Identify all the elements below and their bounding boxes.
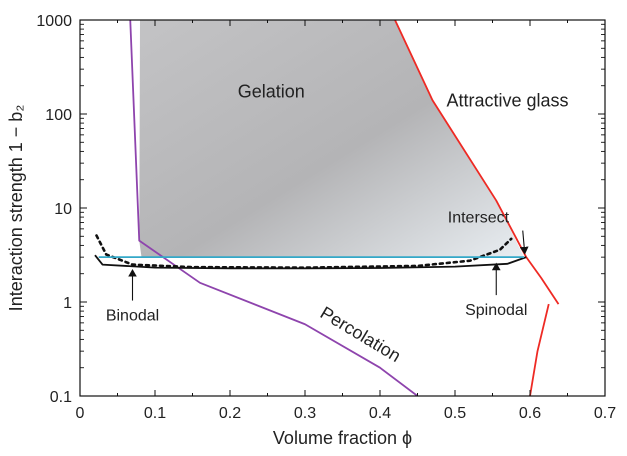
x-axis-title: Volume fraction ϕ bbox=[273, 428, 412, 448]
binodal-label: Binodal bbox=[106, 308, 159, 325]
region-label-attractive-glass: Attractive glass bbox=[446, 91, 568, 111]
region-label-gelation: Gelation bbox=[238, 81, 305, 101]
x-tick-label: 0.7 bbox=[594, 405, 616, 422]
y-tick-label: 1 bbox=[63, 295, 72, 312]
x-tick-label: 0.6 bbox=[519, 405, 541, 422]
spinodal-label: Spinodal bbox=[465, 302, 527, 319]
binodal-line bbox=[94, 254, 527, 270]
y-tick-label: 100 bbox=[45, 107, 72, 124]
gelation-region bbox=[139, 20, 524, 258]
x-tick-label: 0.4 bbox=[369, 405, 391, 422]
percolation-line bbox=[129, 20, 419, 396]
intersect-arrow bbox=[519, 230, 529, 255]
y-tick-label: 0.1 bbox=[50, 389, 72, 406]
x-tick-label: 0.3 bbox=[294, 405, 316, 422]
y-tick-label: 1000 bbox=[36, 13, 72, 30]
x-tick-label: 0.5 bbox=[444, 405, 466, 422]
x-tick-label: 0.2 bbox=[219, 405, 241, 422]
x-tick-label: 0 bbox=[76, 405, 85, 422]
intersect-label: Intersect bbox=[448, 210, 510, 227]
y-axis-title: Interaction strength 1 − b₂ bbox=[6, 105, 26, 312]
attractive-glass-line bbox=[394, 20, 560, 305]
y-tick-label: 10 bbox=[54, 201, 72, 218]
attractive-glass-2-line bbox=[529, 303, 550, 396]
x-tick-label: 0.1 bbox=[144, 405, 166, 422]
